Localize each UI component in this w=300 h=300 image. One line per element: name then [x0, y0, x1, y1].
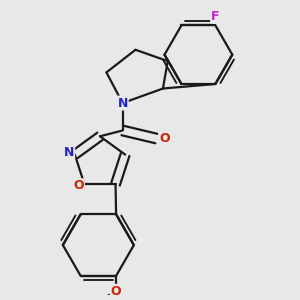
Text: F: F	[211, 10, 220, 23]
Text: N: N	[117, 97, 128, 110]
Text: N: N	[64, 146, 74, 159]
Text: O: O	[111, 285, 122, 298]
Text: O: O	[73, 179, 84, 192]
Text: O: O	[159, 132, 170, 145]
